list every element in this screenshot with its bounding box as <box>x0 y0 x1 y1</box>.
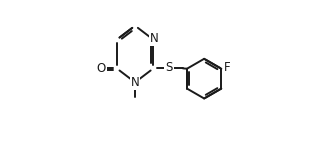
Text: S: S <box>165 61 172 74</box>
Text: N: N <box>131 76 140 89</box>
Text: O: O <box>96 62 106 75</box>
Text: F: F <box>224 61 230 74</box>
Text: N: N <box>150 32 158 45</box>
